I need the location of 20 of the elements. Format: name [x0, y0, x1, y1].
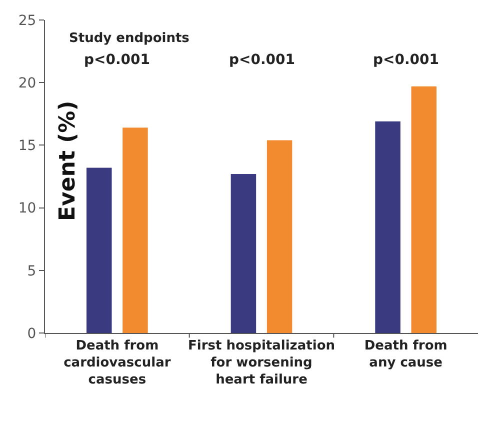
annotation: p<0.001 [229, 52, 296, 68]
y-tick-label: 10 [18, 200, 36, 217]
bar [375, 121, 400, 333]
annotation: Study endpoints [69, 31, 190, 46]
y-tick-label: 0 [27, 326, 36, 342]
bar [122, 128, 148, 333]
bar [230, 174, 256, 333]
bar [266, 140, 292, 333]
annotation: p<0.001 [373, 52, 440, 68]
y-tick-label: 5 [27, 263, 36, 280]
bar [411, 86, 436, 333]
y-tick-label: 15 [18, 138, 36, 154]
annotation: p<0.001 [84, 52, 150, 68]
x-tick-label: First hospitalization for worsening heart failure [188, 338, 336, 388]
y-axis-title: Event (%) [55, 100, 80, 222]
y-tick-label: 25 [18, 12, 36, 29]
x-tick-label: Death from cardiovascular casuses [64, 338, 172, 388]
y-tick-label: 20 [18, 76, 36, 92]
bar [86, 168, 112, 333]
x-tick-label: Death from any cause [364, 338, 448, 370]
